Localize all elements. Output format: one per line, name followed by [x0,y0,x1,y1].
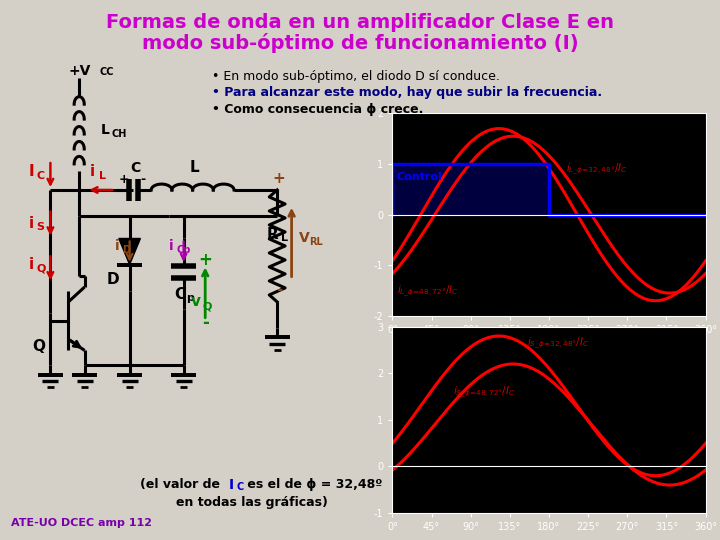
Text: Q: Q [37,264,46,273]
Text: I: I [29,164,35,179]
Text: i: i [115,239,120,253]
Text: -: - [202,314,209,332]
Text: C: C [236,482,243,492]
Text: $i_{L\_\phi\!=\!48,72°}/I_C$: $i_{L\_\phi\!=\!48,72°}/I_C$ [397,284,459,299]
Text: $i_{L\_\phi\!=\!32,48°}/I_C$: $i_{L\_\phi\!=\!32,48°}/I_C$ [567,162,628,177]
Text: • Como consecuencia ϕ crece.: • Como consecuencia ϕ crece. [212,103,424,116]
Polygon shape [119,239,140,265]
Text: +: + [273,171,285,186]
Text: -: - [276,282,282,298]
Text: ATE-UO DCEC amp 112: ATE-UO DCEC amp 112 [11,518,152,528]
Text: S: S [37,222,45,232]
Text: $i_{S\_\phi\!=\!48,72°}/I_C$: $i_{S\_\phi\!=\!48,72°}/I_C$ [454,384,516,400]
Text: Cp: Cp [176,245,191,255]
Text: en todas las gráficas): en todas las gráficas) [176,496,328,509]
Text: i: i [29,257,34,272]
Text: L: L [99,171,106,181]
Text: I: I [229,478,234,492]
Text: L: L [281,233,288,244]
Text: L: L [189,160,199,175]
Text: Q: Q [32,339,45,354]
Text: $i_{S\_\phi\!=\!32,48°}/I_C$: $i_{S\_\phi\!=\!32,48°}/I_C$ [527,336,590,351]
Text: L: L [101,123,109,137]
Text: Control: Control [397,172,443,181]
Text: Q: Q [202,301,212,312]
Text: C: C [37,171,45,181]
Text: CH: CH [112,129,127,139]
Text: es el de ϕ = 32,48º: es el de ϕ = 32,48º [243,478,382,491]
Text: CC: CC [99,68,114,77]
Text: D: D [107,272,119,287]
Text: +: + [119,172,130,186]
Text: D: D [122,245,130,255]
Text: p: p [186,293,194,303]
Text: C: C [130,160,140,174]
Text: i: i [29,216,34,231]
Text: Formas de onda en un amplificador Clase E en: Formas de onda en un amplificador Clase … [106,14,614,32]
Text: C: C [174,287,186,302]
Text: • Para alcanzar este modo, hay que subir la frecuencia.: • Para alcanzar este modo, hay que subir… [212,86,603,99]
Text: i: i [169,239,174,253]
Text: • En modo sub-óptimo, el diodo D sí conduce.: • En modo sub-óptimo, el diodo D sí cond… [212,70,500,83]
Text: (el valor de: (el valor de [140,478,225,491]
Text: v: v [191,294,201,309]
Text: i: i [90,164,95,179]
Text: modo sub-óptimo de funcionamiento (I): modo sub-óptimo de funcionamiento (I) [142,33,578,53]
Text: +V: +V [68,64,91,78]
Text: R: R [266,227,278,242]
Text: RL: RL [310,237,323,247]
Text: +: + [198,251,212,268]
Text: V: V [299,232,310,246]
Text: -: - [140,172,145,186]
